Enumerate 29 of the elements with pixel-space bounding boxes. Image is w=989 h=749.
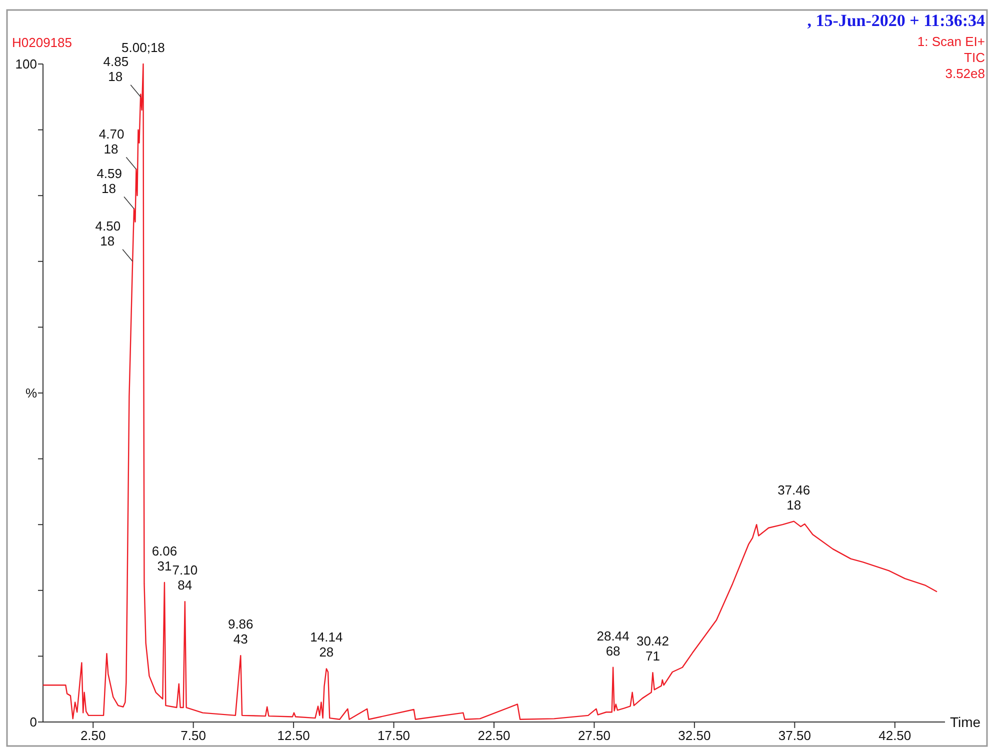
text: 1: Scan EI+ — [917, 34, 985, 49]
x-tick-label: 2.50 — [80, 728, 106, 743]
text: 3.52e8 — [945, 66, 985, 81]
y-tick-label: 100 — [15, 56, 37, 72]
x-axis-title: Time — [950, 714, 981, 730]
annotation: 9.86 43 — [228, 616, 254, 647]
annotation: 30.42 71 — [636, 634, 670, 664]
annotation: 4.50 18 — [95, 218, 121, 248]
x-tick-label: 17.50 — [378, 728, 410, 743]
x-tick-label: 7.50 — [180, 728, 206, 743]
x-tick-label: 32.50 — [678, 728, 711, 743]
annotation: 5.00;18 — [122, 40, 165, 55]
y-tick-label: 0 — [30, 714, 37, 730]
text: TIC — [964, 50, 985, 65]
x-tick-label: 37.50 — [778, 728, 811, 743]
annotation: 4.70 18 — [98, 126, 124, 156]
x-tick-label: 22.50 — [478, 728, 510, 743]
x-tick-label: 42.50 — [878, 728, 912, 743]
annotation: 14.14 28 — [310, 630, 343, 660]
annotation: 28.44 68 — [596, 628, 630, 658]
chart-title: H0209185 — [12, 35, 72, 50]
annotation: 4.59 18 — [96, 166, 122, 196]
annotation: 7.10 84 — [172, 562, 198, 593]
y-axis-title: % — [25, 386, 38, 401]
x-tick-label: 27.50 — [578, 728, 610, 743]
x-tick-label: 12.50 — [277, 728, 310, 743]
chart-subtitle: , 15-Jun-2020 + 11:36:34 — [807, 11, 986, 30]
annotation: 37.46 18 — [778, 482, 810, 512]
annotation: 4.85 18 — [103, 54, 129, 84]
